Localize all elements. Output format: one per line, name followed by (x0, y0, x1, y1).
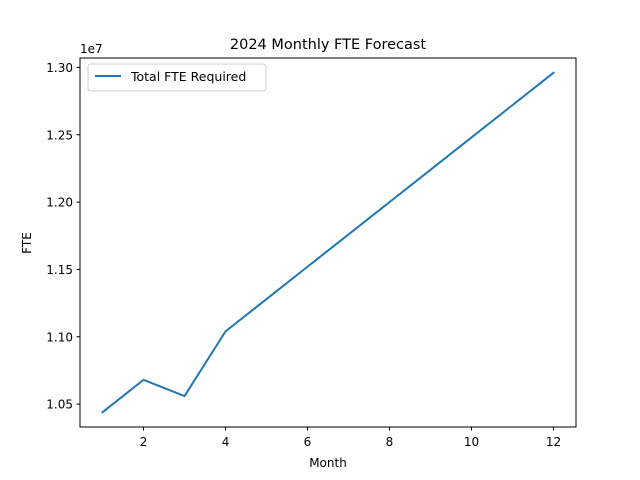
series-line-total-fte (101, 71, 555, 414)
legend-box (87, 63, 267, 92)
x-tick-label: 12 (546, 435, 561, 449)
y-tick-label: 1.15 (46, 263, 73, 277)
y-offset-label: 1e7 (80, 42, 103, 56)
x-tick-label: 10 (464, 435, 479, 449)
x-tick-label: 6 (304, 435, 312, 449)
y-tick-label: 1.30 (46, 61, 73, 75)
y-axis-ticks: 1.05 1.10 1.15 1.20 1.25 1.30 (46, 61, 80, 412)
x-axis-ticks: 2 4 6 8 10 12 (140, 427, 561, 449)
plot-area-frame (79, 57, 577, 428)
x-tick-label: 2 (140, 435, 148, 449)
y-tick-label: 1.25 (46, 128, 73, 142)
y-tick-label: 1.20 (46, 196, 73, 210)
x-tick-label: 8 (386, 435, 394, 449)
legend-label-total-fte: Total FTE Required (130, 69, 246, 84)
x-tick-label: 4 (222, 435, 230, 449)
x-axis-label: Month (309, 456, 347, 470)
y-tick-label: 1.10 (46, 330, 73, 344)
y-axis-label: FTE (20, 232, 34, 254)
legend: Total FTE Required (87, 63, 267, 92)
series-layer (101, 71, 555, 414)
chart-title: 2024 Monthly FTE Forecast (230, 37, 427, 53)
y-tick-label: 1.05 (46, 398, 73, 412)
